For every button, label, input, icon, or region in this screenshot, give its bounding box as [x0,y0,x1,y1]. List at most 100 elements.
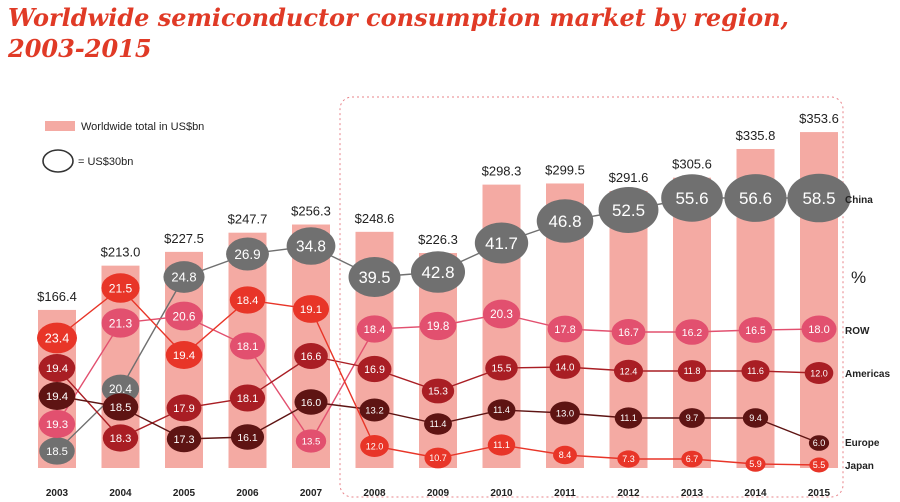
chart-title-line-2: 2003-2015 [8,34,152,63]
japan-value-label: 10.7 [429,453,447,463]
legend-total-label: Worldwide total in US$bn [81,121,204,133]
americas-value-label: 15.5 [492,364,512,375]
europe-bubble [424,413,452,435]
row-bubble [38,410,76,438]
europe-bubble [614,407,643,429]
americas-value-label: 11.6 [747,366,764,376]
americas-value-label: 19.4 [46,363,69,375]
europe-value-label: 13.2 [365,405,383,416]
year-label: 2013 [681,488,704,499]
americas-bubble [38,354,76,382]
total-label: $256.3 [291,204,331,219]
americas-value-label: 17.9 [173,403,194,415]
row-bubble [801,315,837,343]
japan-value-label: 7.3 [622,454,635,464]
total-label: $213.0 [101,245,141,260]
unit-label: % [851,268,866,287]
china-value-label: 42.8 [421,263,454,282]
row-value-label: 16.5 [745,325,766,337]
europe-value-label: 16.1 [237,433,258,444]
europe-bubble [742,408,769,428]
americas-value-label: 12.0 [810,368,828,378]
row-value-label: 20.3 [490,308,513,321]
japan-value-label: 8.4 [559,450,572,460]
japan-bubble [487,434,516,456]
china-bubble [410,251,466,293]
legend-bubble-swatch [42,149,74,173]
year-label: 2011 [554,488,576,499]
total-label: $298.3 [482,164,522,179]
china-bubble [598,186,659,234]
row-bubble [419,311,457,341]
row-bubble [482,299,521,329]
row-bubble [165,301,203,331]
series-label-europe: Europe [845,438,880,449]
row-value-label: 19.3 [46,419,68,431]
legend-bubble-label: = US$30bn [78,156,133,168]
japan-value-label: 5.5 [813,460,826,470]
year-label: 2009 [427,488,450,499]
americas-value-label: 12.4 [620,366,638,376]
row-bubble [547,315,583,343]
americas-bubble [741,360,770,382]
china-bubble [724,174,787,222]
row-bubble [675,319,709,345]
americas-bubble [357,355,392,383]
row-value-label: 18.4 [364,324,386,336]
japan-value-label: 5.9 [749,459,762,469]
china-value-label: 24.8 [171,270,196,285]
europe-bubble [808,435,830,451]
row-bubble [356,315,393,343]
europe-value-label: 9.4 [749,413,762,423]
europe-value-label: 9.7 [686,413,699,423]
europe-bubble [487,399,516,421]
row-bubble [229,332,266,360]
japan-value-label: 12.0 [366,441,384,451]
europe-bubble [679,408,705,428]
europe-bubble [359,398,390,422]
chart-title-line-1: Worldwide semiconductor consumption mark… [8,3,789,32]
china-bubble [787,173,851,223]
year-label: 2007 [300,488,323,499]
americas-bubble [677,360,707,382]
japan-bubble [617,450,640,468]
series-label-americas: Americas [845,369,890,380]
europe-bubble [38,382,76,410]
americas-bubble [804,361,834,385]
china-value-label: 52.5 [612,201,645,220]
japan-value-label: 23.4 [45,332,70,346]
europe-bubble [230,424,265,450]
japan-bubble [229,286,266,314]
china-value-label: 18.5 [46,446,68,458]
japan-bubble [424,447,452,469]
americas-bubble [421,378,455,404]
year-label: 2006 [236,488,259,499]
japan-bubble [809,457,829,473]
china-value-label: 55.6 [675,189,708,208]
china-bubble [163,261,205,293]
row-value-label: 21.3 [109,316,133,330]
series-label-china: China [845,195,873,206]
americas-bubble [485,355,518,381]
total-label: $291.6 [609,170,649,185]
japan-value-label: 19.4 [173,350,196,362]
americas-bubble [229,384,266,412]
series-label-japan: Japan [845,461,874,472]
japan-value-label: 19.1 [300,304,322,316]
japan-bubble [553,445,577,465]
americas-value-label: 16.9 [364,364,385,376]
year-label: 2005 [173,488,196,499]
china-value-label: 34.8 [296,239,326,256]
japan-bubble [101,273,140,303]
europe-bubble [294,389,328,415]
year-label: 2014 [744,488,767,499]
japan-value-label: 6.7 [686,454,699,464]
row-bubble [611,319,646,345]
china-bubble [661,174,723,222]
total-label: $299.5 [545,162,585,177]
year-label: 2015 [808,488,831,499]
europe-value-label: 11.4 [430,419,447,429]
row-value-label: 13.5 [302,436,321,447]
europe-bubble [166,425,202,453]
